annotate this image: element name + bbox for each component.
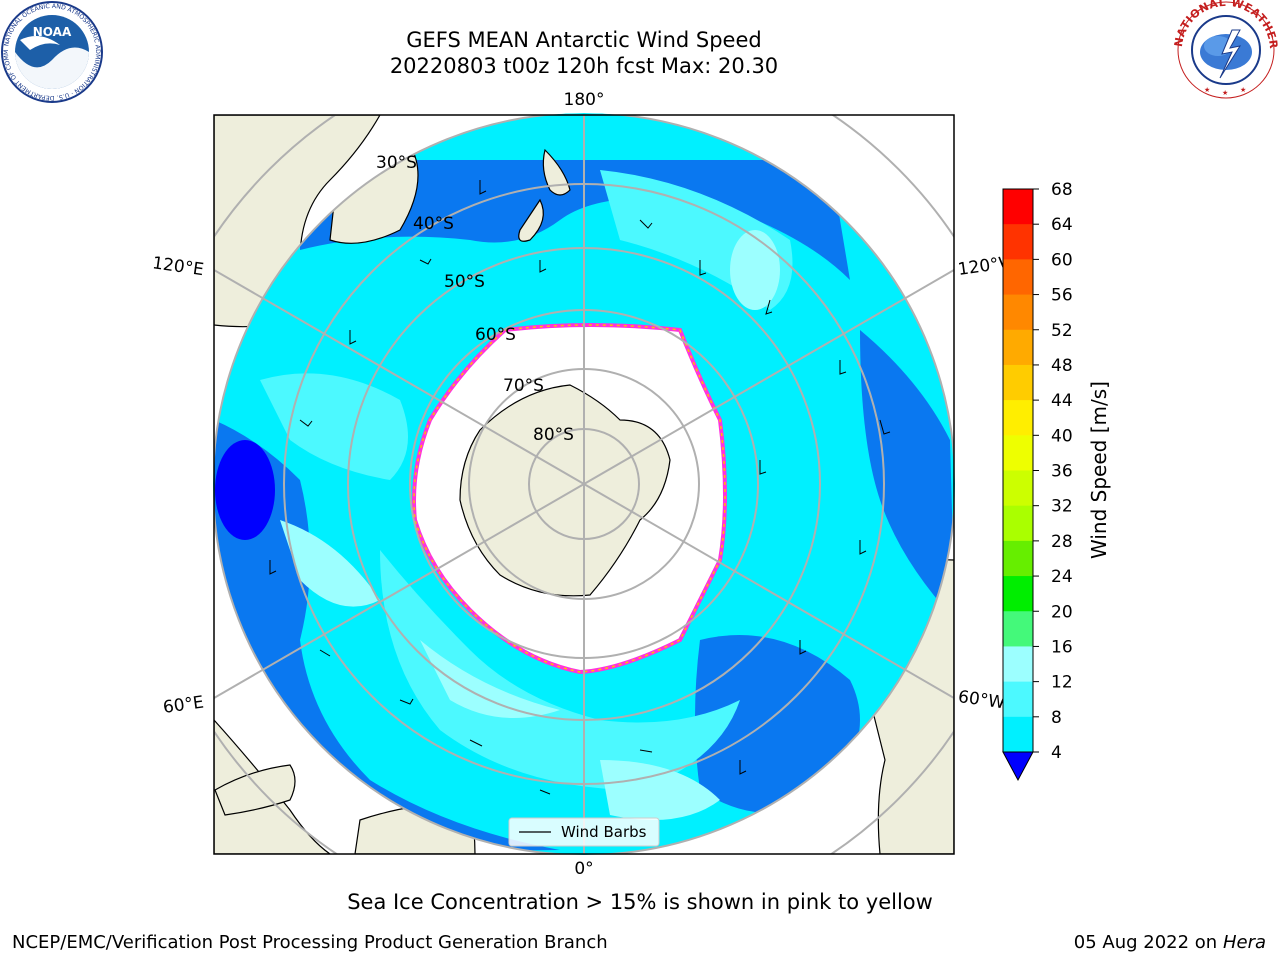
colorbar-segment: [1003, 259, 1033, 296]
colorbar-segment: [1003, 681, 1033, 718]
lat-label-30s: 30°S: [376, 153, 417, 173]
colorbar-tick-label: 16: [1051, 637, 1073, 657]
colorbar-segment: [1003, 189, 1033, 225]
colorbar-tick-label: 12: [1051, 673, 1073, 693]
africa-land: [214, 719, 332, 854]
colorbar-tick-label: 64: [1051, 215, 1073, 235]
legend-label: Wind Barbs: [561, 823, 647, 841]
chart-subtitle: 20220803 t00z 120h fcst Max: 20.30: [389, 54, 779, 78]
colorbar-segment: [1003, 505, 1033, 542]
colorbar-tick-label: 24: [1051, 567, 1073, 587]
colorbar-segment: [1003, 716, 1033, 753]
lon-label-120e: 120°E: [151, 253, 205, 280]
lat-label-70s: 70°S: [503, 376, 544, 396]
noaa-logo-text: NOAA: [33, 25, 72, 39]
chart-title: GEFS MEAN Antarctic Wind Speed: [406, 28, 762, 52]
noaa-logo: NATIONAL OCEANIC AND ATMOSPHERIC ADMINIS…: [0, 0, 103, 103]
nws-logo: NATIONAL WEATHER SERVICE ★ ★ ★: [1174, 0, 1278, 99]
lon-label-60w: 60°W: [957, 687, 1006, 713]
lat-label-50s: 50°S: [444, 272, 485, 292]
colorbar-tick-label: 20: [1051, 602, 1073, 622]
colorbar-segment: [1003, 294, 1033, 331]
colorbar-segment: [1003, 435, 1033, 471]
lat-label-40s: 40°S: [413, 214, 454, 234]
machine-name: Hera: [1222, 932, 1266, 953]
colorbar-tick-label: 4: [1051, 743, 1062, 763]
colorbar-tick-label: 28: [1051, 532, 1073, 552]
graticule: [214, 115, 954, 854]
lat-label-60s: 60°S: [475, 325, 516, 345]
colorbar-segment: [1003, 329, 1033, 366]
run-date: 05 Aug 2022 on Hera: [1074, 932, 1266, 953]
wind-barbs: [269, 180, 891, 795]
colorbar-segment: [1003, 611, 1033, 647]
colorbar-tick-label: 36: [1051, 462, 1073, 482]
colorbar-tick-label: 68: [1051, 180, 1073, 200]
credit-text: NCEP/EMC/Verification Post Processing Pr…: [12, 932, 608, 953]
colorbar-segment: [1003, 364, 1033, 401]
colorbar-tick-label: 44: [1051, 391, 1073, 411]
colorbar-tick-label: 32: [1051, 497, 1073, 517]
lon-label-0: 0°: [574, 859, 593, 879]
map-frame: [213, 114, 955, 855]
colorbar-tick-label: 60: [1051, 250, 1073, 270]
colorbar-tick-label: 48: [1051, 356, 1073, 376]
colorbar-tick-label: 40: [1051, 426, 1073, 446]
madagascar-land: [214, 764, 296, 816]
colorbar-segment: [1003, 540, 1033, 577]
colorbar-tick-label: 52: [1051, 321, 1073, 341]
sea-ice-note: Sea Ice Concentration > 15% is shown in …: [347, 890, 933, 914]
colorbar-segment: [1003, 576, 1033, 612]
colorbar-segment: [1003, 224, 1033, 260]
colorbar-label: Wind Speed [m/s]: [1087, 381, 1111, 559]
new-zealand-land: [518, 148, 571, 242]
map-legend: Wind Barbs: [508, 817, 660, 847]
svg-text:★: ★: [1222, 89, 1228, 97]
antarctica-land: [459, 384, 671, 597]
lon-label-180: 180°: [564, 90, 605, 110]
colorbar-segment: [1003, 470, 1033, 507]
svg-text:★: ★: [1204, 86, 1210, 94]
colorbar: 68 64 60 56 52 48 44 40 36 32 28 24 20 16 12 8 4 Wind Sp…: [1002, 180, 1111, 782]
lat-label-80s: 80°S: [533, 425, 574, 445]
lon-label-60e: 60°E: [162, 692, 205, 717]
colorbar-extend-arrow: [1002, 751, 1034, 782]
svg-text:★: ★: [1240, 86, 1246, 94]
colorbar-segment: [1003, 646, 1033, 683]
run-date-text: 05 Aug 2022 on: [1073, 932, 1218, 953]
colorbar-segment: [1003, 400, 1033, 436]
colorbar-tick-label: 56: [1051, 286, 1073, 306]
colorbar-tick-label: 8: [1051, 708, 1062, 728]
